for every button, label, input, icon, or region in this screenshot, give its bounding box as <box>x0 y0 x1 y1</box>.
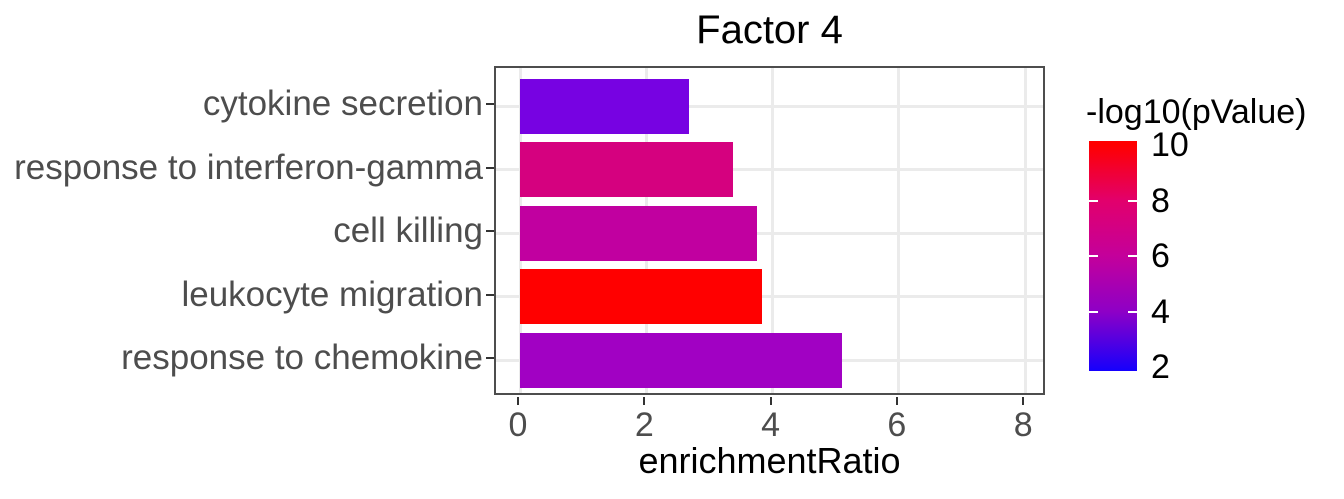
legend-tick-mark <box>1128 255 1137 257</box>
x-tick-mark <box>643 397 646 405</box>
legend-tick-label: 6 <box>1151 237 1170 275</box>
bar-response-to-chemokine <box>520 332 843 388</box>
grid-line-vertical <box>771 68 775 393</box>
grid-line-horizontal <box>496 104 1043 108</box>
x-tick-mark <box>1022 397 1025 405</box>
x-tick-mark <box>769 397 772 405</box>
legend-title: -log10(pValue) <box>1086 93 1307 131</box>
x-axis-title: enrichmentRatio <box>638 440 901 481</box>
legend-tick-mark <box>1089 255 1098 257</box>
grid-line-horizontal <box>496 168 1043 171</box>
y-tick-mark <box>486 293 494 296</box>
grid-line-horizontal <box>496 231 1043 235</box>
legend-tick-label: 10 <box>1151 126 1189 164</box>
y-axis-label: cytokine secretion <box>202 84 483 123</box>
x-tick-label: 0 <box>508 406 528 444</box>
grid-line-horizontal <box>496 295 1043 298</box>
legend-tick-mark <box>1089 310 1098 313</box>
y-tick-mark <box>486 230 494 232</box>
x-tick-mark <box>517 397 519 405</box>
legend-tick-mark <box>1089 199 1098 202</box>
legend-tick-label: 2 <box>1151 348 1170 386</box>
bar-leukocyte-migration <box>520 269 763 324</box>
x-tick-label: 8 <box>1013 406 1033 444</box>
y-axis-label: leukocyte migration <box>181 274 483 314</box>
legend-tick-mark <box>1128 199 1137 202</box>
bar-response-to-interferon-gamma <box>520 142 734 197</box>
legend-tick-label: 4 <box>1151 292 1170 331</box>
grid-line-vertical <box>1023 68 1027 393</box>
grid-line-vertical <box>897 68 901 393</box>
y-tick-mark <box>486 166 494 169</box>
legend-tick-label: 8 <box>1151 181 1170 220</box>
x-tick-label: 2 <box>634 406 654 444</box>
plot-panel <box>494 66 1045 395</box>
y-axis-label: response to chemokine <box>121 338 483 377</box>
bar-cell-killing <box>520 205 757 261</box>
x-tick-label: 6 <box>887 406 907 444</box>
y-axis-label: cell killing <box>333 211 483 250</box>
y-tick-mark <box>486 103 494 105</box>
x-tick-label: 4 <box>761 406 781 444</box>
bar-cytokine-secretion <box>520 78 689 134</box>
legend-tick-mark <box>1128 310 1137 313</box>
x-tick-mark <box>895 397 898 405</box>
y-tick-mark <box>486 357 494 359</box>
y-axis-label: response to interferon-gamma <box>14 147 483 187</box>
chart-title: Factor 4 <box>696 8 843 52</box>
